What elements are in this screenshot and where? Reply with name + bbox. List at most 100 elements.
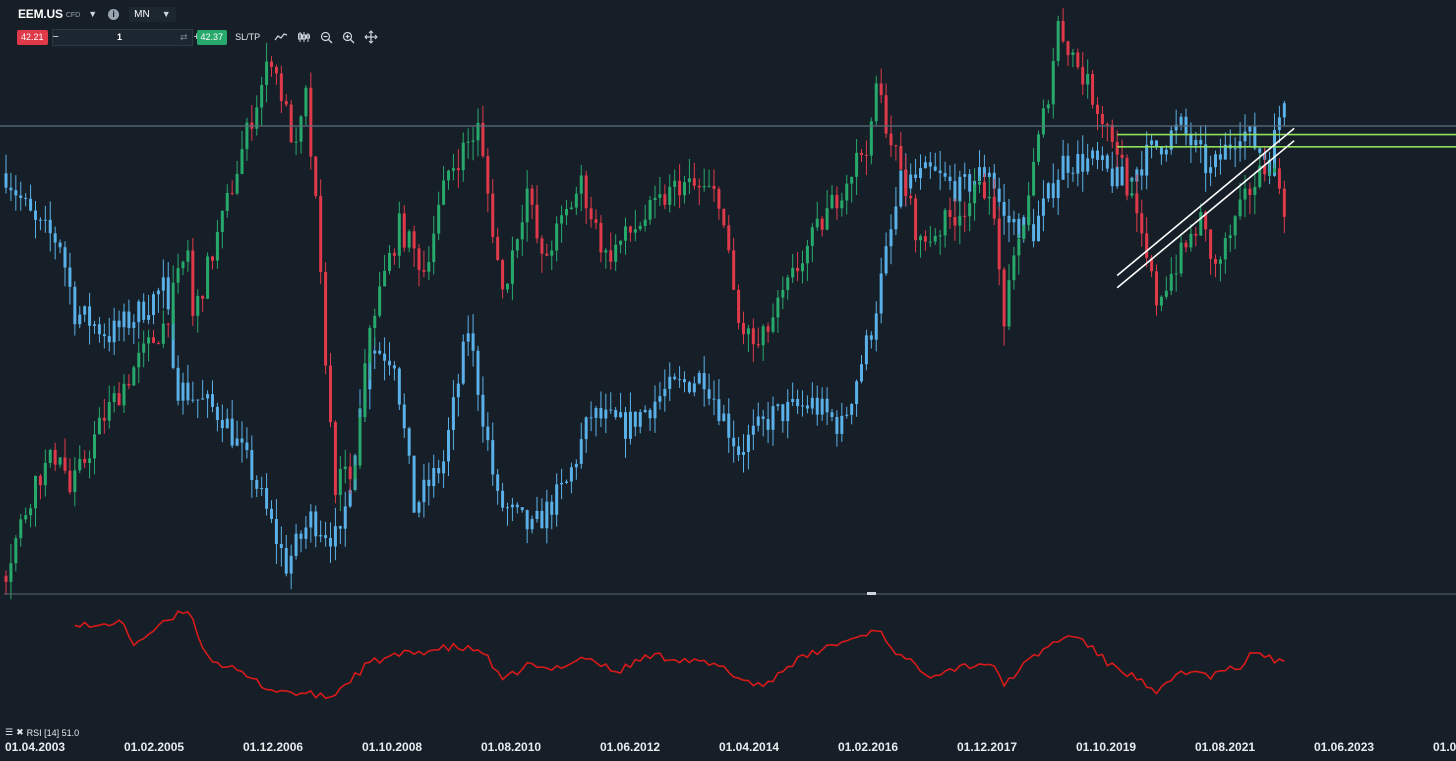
line-chart-icon[interactable] [274,31,288,43]
bear-candle [1282,180,1286,234]
sltp-button[interactable]: SL/TP [235,32,261,42]
candlestick-icon[interactable] [297,31,311,43]
bull-candle [801,250,804,284]
bear-candle [348,453,352,494]
date-tick-label: 01.04.2014 [719,740,780,754]
overlay-candle [619,392,623,419]
overlay-candle [1032,208,1036,248]
overlay-candle [19,181,23,211]
overlay-candle [658,382,662,410]
bear-candle [1066,40,1070,67]
sell-price-button[interactable]: 42.21 [17,29,48,45]
overlay-candle [594,405,598,437]
bull-candle [255,95,259,136]
overlay-candle [1243,114,1247,160]
overlay-candle [122,303,126,342]
buy-price-button[interactable]: 42.37 [196,29,228,45]
info-icon[interactable]: i [108,8,120,20]
overlay-candle [786,389,790,439]
overlay-candle [805,395,809,414]
overlay-candle [722,404,726,422]
overlay-candle [525,509,529,544]
pane-resize-handle[interactable] [867,592,876,595]
trend-line[interactable] [1116,127,1295,277]
overlay-candle [919,154,922,190]
overlay-candle [309,504,313,543]
overlay-candle [9,172,13,201]
overlay-candle [1071,167,1075,182]
bull-candle [1022,224,1026,241]
bear-candle [319,179,323,285]
overlay-candle [1184,108,1188,146]
overlay-candle [540,498,544,529]
bull-candle [186,240,190,272]
overlay-candle [510,497,514,522]
bear-candle [1277,158,1281,195]
overlay-candle [687,380,691,394]
bull-candle [968,196,972,232]
overlay-candle [437,459,441,484]
bull-candle [840,192,844,217]
bear-candle [53,442,57,472]
overlay-candle [776,403,780,411]
bear-candle [417,243,421,287]
overlay-candle [319,520,323,543]
rsi-line [74,610,1285,700]
overlay-candle [127,299,131,335]
volume-stepper[interactable]: − ⇄ + [51,28,200,46]
overlay-candle [1061,139,1065,180]
overlay-candle [835,410,839,447]
overlay-candle [1189,122,1193,163]
overlay-candle [515,502,519,514]
bear-candle [963,201,967,233]
overlay-candle [491,422,495,486]
bear-candle [1091,69,1095,109]
bull-candle [506,282,509,294]
bull-candle [294,127,298,156]
overlay-candle [270,500,273,523]
overlay-candle [1169,125,1173,155]
overlay-candle [1046,181,1050,203]
bear-candle [102,398,106,434]
overlay-candle [279,526,283,567]
bull-candle [1169,257,1173,296]
overlay-candle [461,334,465,386]
bear-candle [1105,122,1109,142]
overlay-candle [1120,156,1124,186]
chevron-down-icon: ▼ [161,9,171,19]
bear-candle [1096,97,1099,131]
overlay-candle [1140,150,1144,191]
overlay-candle [697,370,701,385]
overlay-candle [1164,145,1168,162]
bear-candle [584,170,588,225]
bear-candle [914,194,918,253]
volume-input[interactable] [58,30,180,44]
overlay-candle [102,323,106,349]
overlay-candle [191,381,195,403]
bear-candle [422,250,426,278]
symbol-name[interactable]: EEM.US [18,7,63,21]
overlay-candle [884,232,888,276]
overlay-candle [402,393,406,438]
bull-candle [122,374,126,413]
menu-icon[interactable]: ☰ [5,727,14,737]
zoom-out-icon[interactable] [320,31,333,44]
trend-line[interactable] [1116,140,1295,289]
bull-candle [673,169,677,207]
bull-candle [1032,147,1036,197]
overlay-candle [29,184,33,212]
minus-button[interactable]: − [52,31,59,43]
bear-candle [909,193,913,205]
indicator-label[interactable]: RSI [14] 51.0 [26,727,80,738]
timeframe-select[interactable]: MN ▼ [129,6,176,22]
bull-candle [614,234,618,271]
bear-candle [1248,182,1252,215]
close-icon[interactable]: ✖ [16,727,24,737]
user-drawings[interactable] [1116,127,1456,289]
overlay-candle [569,462,573,494]
zoom-in-icon[interactable] [342,31,355,44]
symbol-dropdown-icon[interactable]: ▼ [88,9,98,19]
swap-icon[interactable]: ⇄ [179,31,188,42]
move-crosshair-icon[interactable] [364,30,378,44]
